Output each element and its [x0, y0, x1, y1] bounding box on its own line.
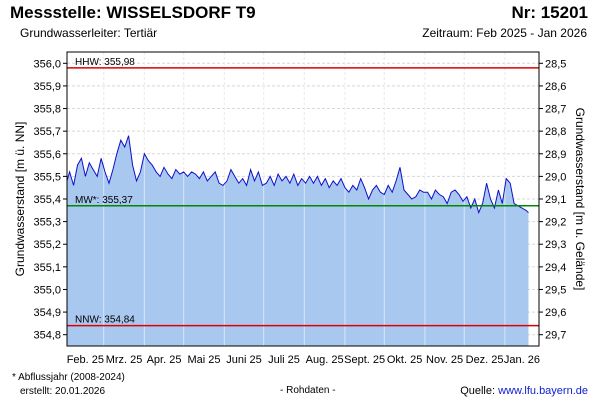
- footnote: * Abflussjahr (2008-2024): [12, 372, 125, 383]
- y-tick-label-left: 355,9: [33, 81, 61, 93]
- x-tick-label: Mrz. 25: [106, 354, 143, 366]
- y-tick-label-right: 28,6: [545, 81, 566, 93]
- x-tick-label: Sept. 25: [344, 354, 385, 366]
- x-tick-label: Juni 25: [226, 354, 261, 366]
- x-tick-label: Aug. 25: [306, 354, 344, 366]
- y-tick-label-left: 355,0: [33, 284, 61, 296]
- y-axis-label-right: Grundwasserstand [m u. Gelände]: [573, 108, 587, 291]
- source: Quelle: www.lfu.bayern.de: [460, 385, 588, 397]
- source-label: Quelle:: [460, 385, 496, 397]
- y-tick-label-right: 29,7: [545, 330, 566, 342]
- y-tick-label-left: 354,8: [33, 330, 61, 342]
- aquifer-label: Grundwasserleiter: Tertiär: [20, 26, 158, 40]
- y-tick-label-right: 29,6: [545, 307, 566, 319]
- period-label: Zeitraum: Feb 2025 - Jan 2026: [422, 26, 587, 40]
- station-number: Nr: 15201: [511, 3, 588, 22]
- y-tick-label-right: 28,9: [545, 149, 566, 161]
- series-line: [66, 135, 529, 215]
- station-title: Messstelle: WISSELSDORF T9: [10, 3, 256, 22]
- y-tick-label-left: 355,5: [33, 171, 61, 183]
- y-tick-label-right: 29,3: [545, 239, 566, 251]
- y-tick-label-left: 356,0: [33, 58, 61, 70]
- y-tick-label-left: 355,8: [33, 104, 61, 116]
- y-tick-label-right: 28,5: [545, 58, 566, 70]
- y-axis-label-left: Grundwasserstand [m ü. NN]: [13, 122, 27, 277]
- hhw-label: HHW: 355,98: [75, 57, 135, 68]
- x-tick-label: Juli 25: [268, 354, 300, 366]
- y-tick-label-right: 29,1: [545, 194, 566, 206]
- series-area: [67, 135, 529, 346]
- y-tick-label-left: 354,9: [33, 307, 61, 319]
- y-tick-label-left: 355,1: [33, 262, 61, 274]
- x-tick-label: Jan. 26: [504, 354, 540, 366]
- y-tick-label-left: 355,2: [33, 239, 61, 251]
- created-date: erstellt: 20.01.2026: [20, 386, 106, 397]
- x-tick-label: Dez. 25: [466, 354, 504, 366]
- x-tick-label: Nov. 25: [426, 354, 463, 366]
- y-tick-label-left: 355,7: [33, 126, 61, 138]
- x-tick-label: Mai 25: [187, 354, 220, 366]
- y-tick-label-right: 28,8: [545, 126, 566, 138]
- y-tick-label-right: 28,7: [545, 104, 566, 116]
- x-tick-label: Feb. 25: [67, 354, 104, 366]
- y-tick-label-left: 355,6: [33, 149, 61, 161]
- rawdata-note: - Rohdaten -: [280, 385, 336, 396]
- mw-label: MW*: 355,37: [75, 195, 133, 206]
- x-tick-label: Apr. 25: [147, 354, 182, 366]
- nnw-label: NNW: 354,84: [75, 315, 135, 326]
- y-tick-label-right: 29,0: [545, 171, 566, 183]
- y-tick-label-left: 355,3: [33, 217, 61, 229]
- y-tick-label-right: 29,4: [545, 262, 566, 274]
- source-link[interactable]: www.lfu.bayern.de: [498, 385, 588, 397]
- x-tick-label: Okt. 25: [387, 354, 422, 366]
- y-tick-label-left: 355,4: [33, 194, 61, 206]
- y-tick-label-right: 29,5: [545, 284, 566, 296]
- y-tick-label-right: 29,2: [545, 217, 566, 229]
